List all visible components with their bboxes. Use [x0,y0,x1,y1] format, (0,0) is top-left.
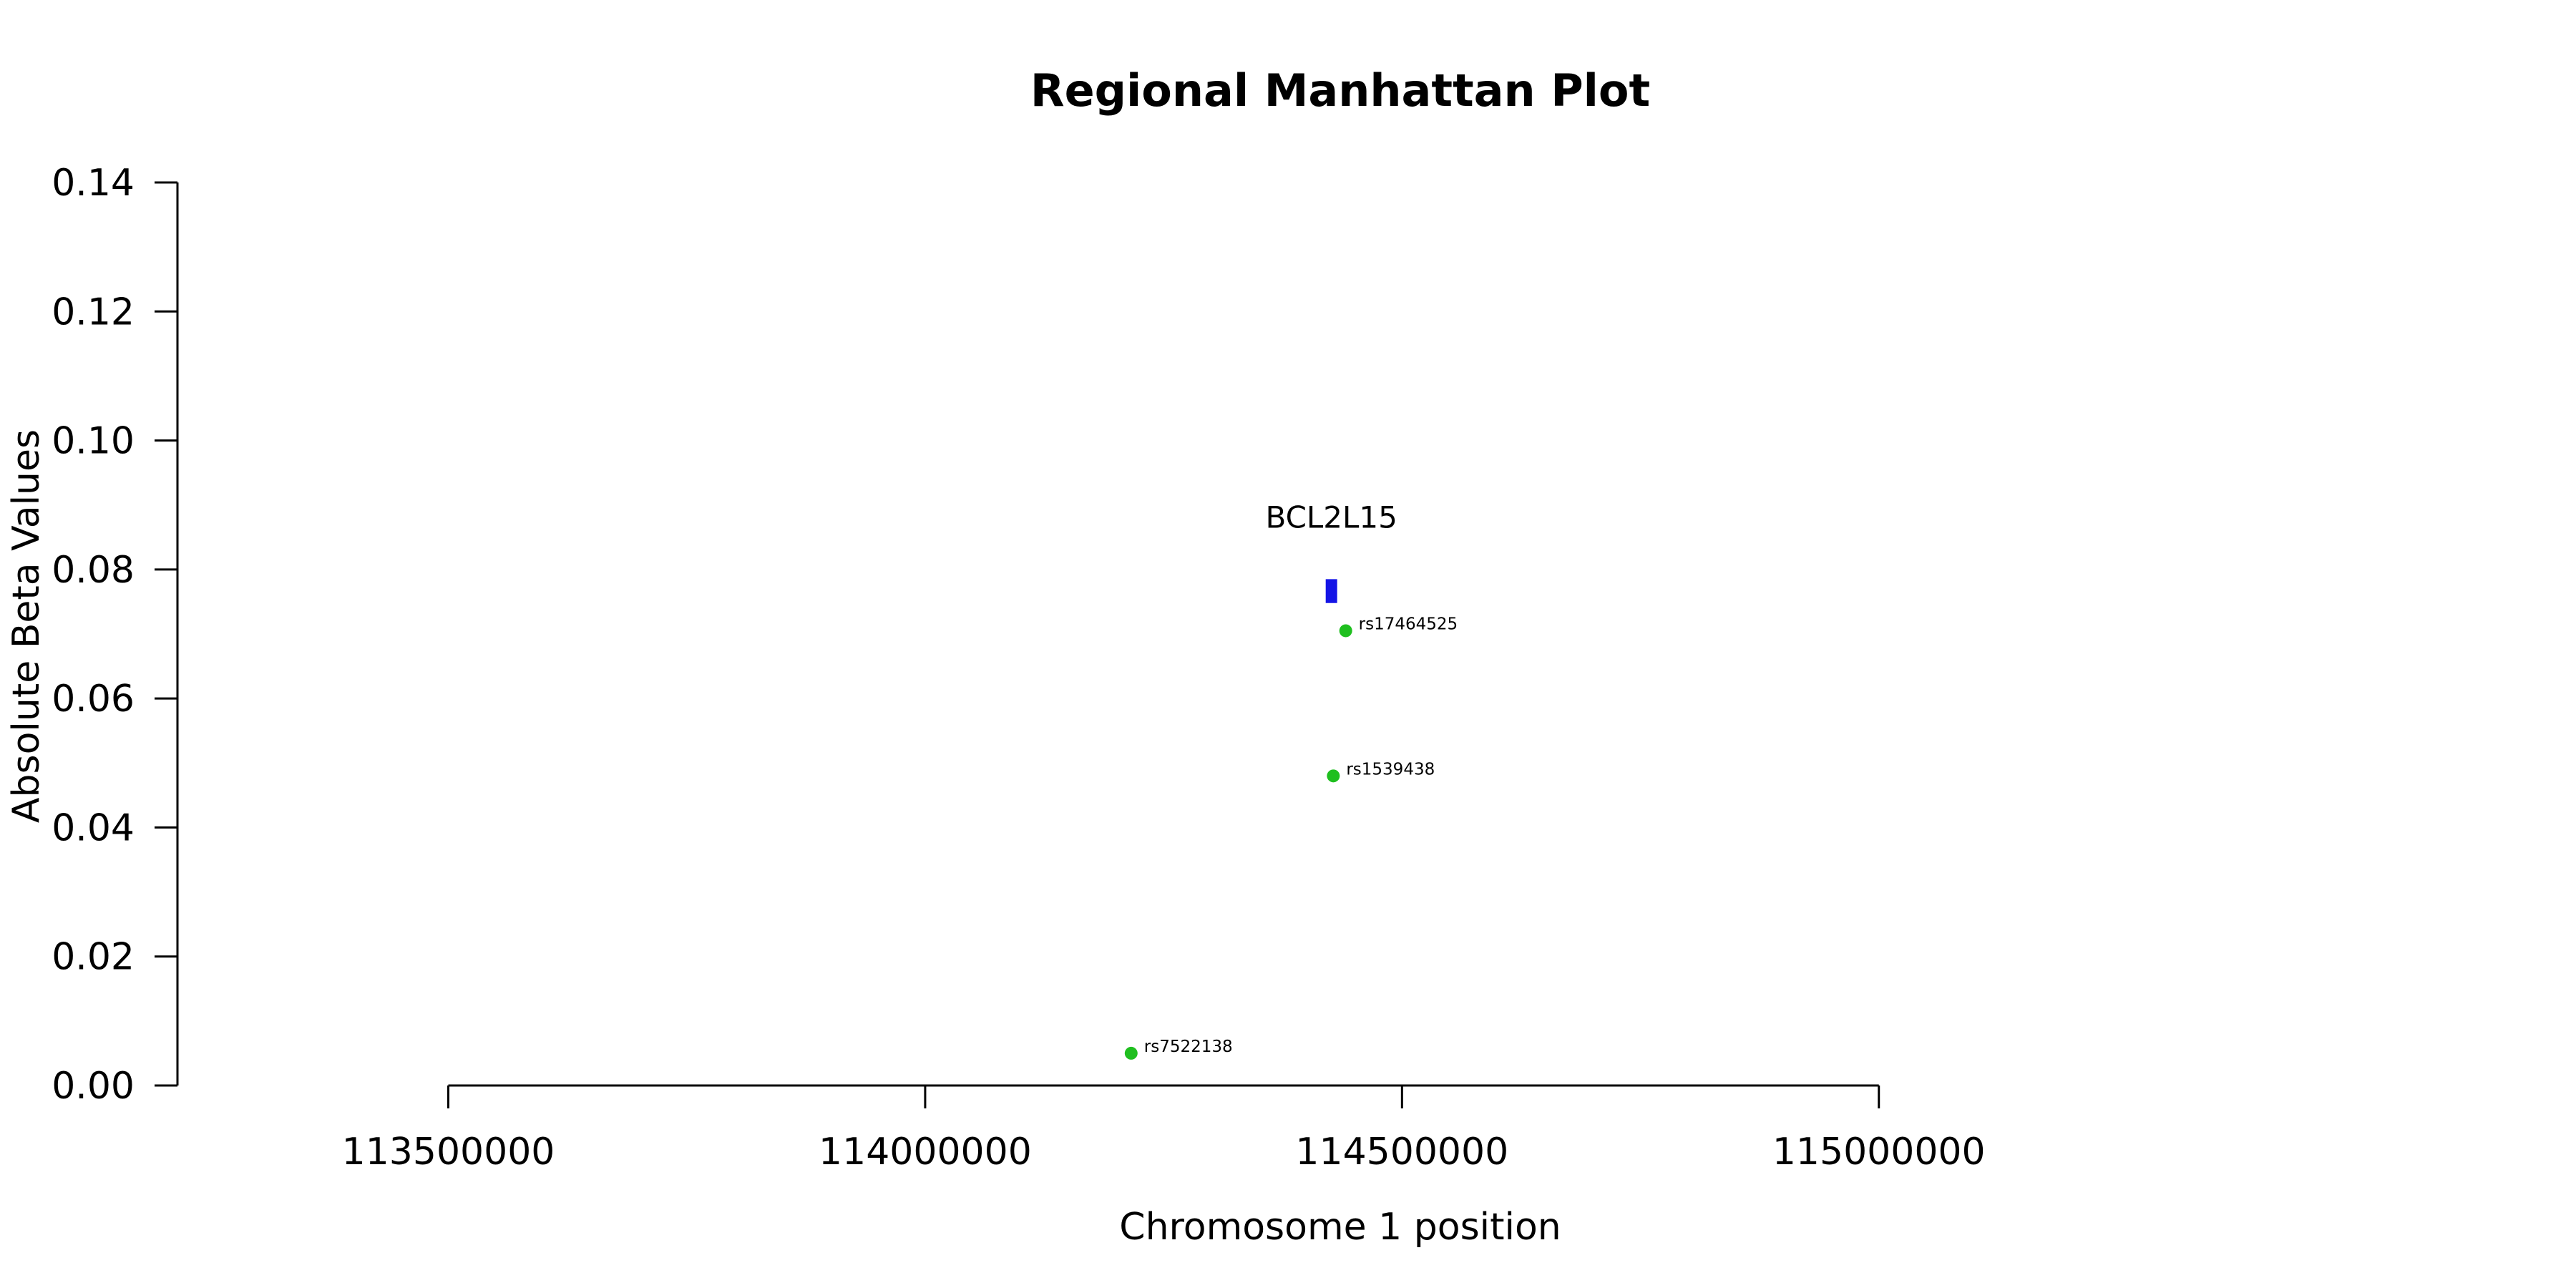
snp-label: rs1539438 [1346,760,1435,779]
y-tick-label: 0.14 [52,162,135,205]
snp-point [1124,1046,1138,1060]
snp-point [1327,769,1340,783]
y-tick-label: 0.00 [52,1065,135,1108]
y-tick-label: 0.04 [52,806,135,849]
snp-label: rs7522138 [1144,1038,1233,1056]
x-ticks: 113500000 114000000 114500000 115000000 [342,1085,1986,1174]
x-tick-label: 114000000 [819,1131,1032,1174]
y-axis: 0.00 0.02 0.04 0.06 0.08 0.10 0.12 0.14 [52,162,179,1108]
x-axis: 113500000 114000000 114500000 115000000 [342,1084,1986,1174]
y-tick-label: 0.08 [52,549,135,592]
snp-point [1339,624,1352,638]
x-axis-label: Chromosome 1 position [1119,1206,1561,1249]
y-tick-label: 0.06 [52,678,135,721]
y-tick-label: 0.12 [52,291,135,333]
x-tick-label: 115000000 [1772,1131,1986,1174]
x-tick-label: 113500000 [342,1131,555,1174]
y-tick-label: 0.02 [52,936,135,979]
y-tick-label: 0.10 [52,420,135,463]
genes-layer: BCL2L15 [1266,499,1397,603]
gene-label: BCL2L15 [1266,499,1397,535]
points-layer: rs7522138 rs1539438 rs17464525 [1124,615,1458,1060]
chart-title: Regional Manhattan Plot [1030,64,1650,117]
x-tick-label: 114500000 [1295,1131,1508,1174]
gene-bar [1325,579,1337,603]
snp-label: rs17464525 [1359,615,1458,633]
y-ticks: 0.00 0.02 0.04 0.06 0.08 0.10 0.12 0.14 [52,162,177,1108]
y-axis-label: Absolute Beta Values [5,429,48,823]
